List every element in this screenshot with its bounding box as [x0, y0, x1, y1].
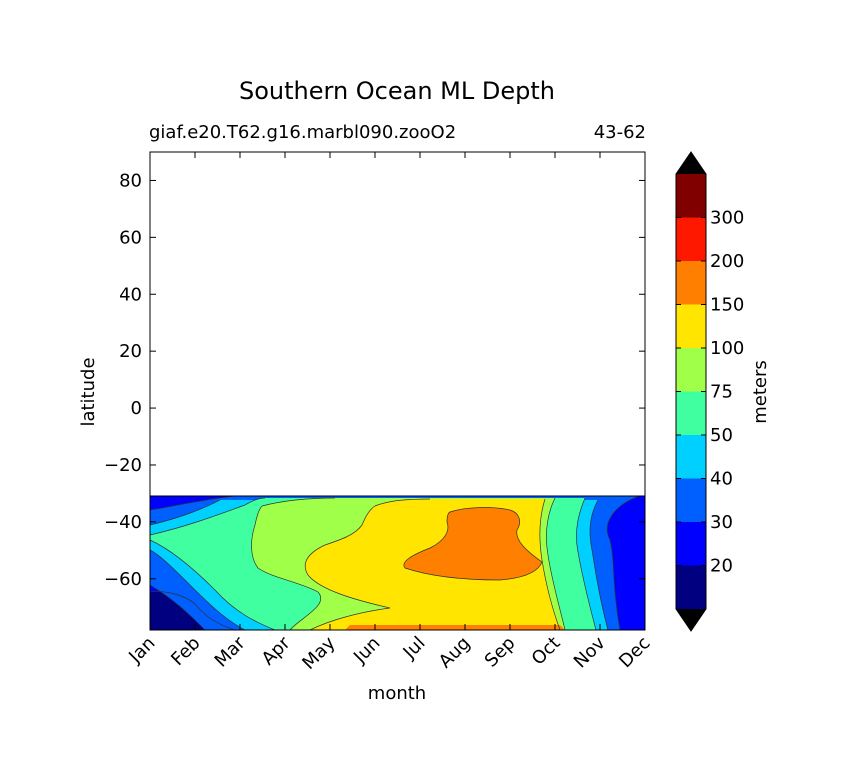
colorbar-label: meters — [750, 360, 771, 424]
colorbar-band — [676, 174, 706, 218]
x-tick-label: May — [298, 632, 339, 673]
contour-line-50 — [150, 497, 597, 630]
contour-line-100 — [304, 498, 561, 630]
x-tick-label: Jun — [349, 633, 384, 668]
colorbar-band — [676, 304, 706, 348]
x-tick-label: Dec — [615, 633, 654, 672]
y-axis: 80 60 40 20 0 −20 −40 −60 — [104, 170, 645, 590]
y-tick-label: 0 — [131, 398, 142, 419]
colorbar-band — [676, 565, 706, 609]
colorbar-tick-label: 300 — [710, 208, 744, 229]
contour-fills — [150, 495, 645, 630]
contour-line-150 — [403, 507, 543, 581]
contour-line-20 — [150, 591, 236, 630]
colorbar-tick-label: 30 — [710, 512, 733, 533]
colorbar-extend-low — [676, 609, 706, 631]
contour-line-75 — [251, 497, 566, 630]
colorbar-band — [676, 261, 706, 305]
plot-area — [149, 151, 646, 631]
colorbar-tick-label: 75 — [710, 382, 733, 403]
y-tick-label: −20 — [104, 455, 142, 476]
y-tick-label: −60 — [104, 569, 142, 590]
colorbar: 20 30 40 50 75 100 150 200 300 — [675, 151, 744, 632]
y-tick-label: 60 — [119, 227, 142, 248]
y-tick-label: 80 — [119, 170, 142, 191]
y-tick-label: 40 — [119, 284, 142, 305]
plot-frame — [149, 151, 646, 631]
y-tick-label: 20 — [119, 341, 142, 362]
contour-lines — [150, 495, 641, 630]
colorbar-outline — [675, 151, 707, 632]
contour-line-30 — [150, 495, 641, 630]
colorbar-band — [676, 435, 706, 479]
colorbar-tick-label: 200 — [710, 251, 744, 272]
y-axis-label: latitude — [78, 357, 99, 426]
colorbar-tick-label: 20 — [710, 556, 733, 577]
colorbar-tick-label: 150 — [710, 295, 744, 316]
x-tick-label: Apr — [258, 632, 295, 669]
colorbar-extend-high — [676, 152, 706, 174]
x-tick-label: Nov — [570, 632, 610, 672]
colorbar-tick-label: 100 — [710, 338, 744, 359]
colorbar-tick-label: 40 — [710, 469, 733, 490]
colorbar-band — [676, 522, 706, 566]
chart-title: Southern Ocean ML Depth — [239, 77, 555, 105]
x-tick-label: Oct — [528, 633, 565, 670]
y-tick-label: −40 — [104, 512, 142, 533]
colorbar-tick-label: 50 — [710, 425, 733, 446]
colorbar-band — [676, 478, 706, 522]
colorbar-band — [676, 217, 706, 261]
x-tick-label: Jan — [124, 633, 159, 668]
contour-line-40 — [150, 499, 609, 630]
x-tick-label: Mar — [211, 632, 250, 671]
contour-band-150-200 — [403, 507, 542, 580]
x-tick-label: Feb — [167, 633, 204, 670]
colorbar-band — [676, 391, 706, 435]
x-axis-label: month — [368, 683, 426, 704]
x-tick-label: Sep — [481, 633, 520, 672]
colorbar-band — [676, 348, 706, 392]
chart-subtitle-left: giaf.e20.T62.g16.marbl090.zooO2 — [149, 122, 456, 143]
x-tick-label: Aug — [435, 633, 475, 673]
chart-subtitle-right: 43-62 — [594, 122, 646, 143]
contour-band-deep-bottom — [345, 625, 565, 630]
x-tick-label: Jul — [399, 633, 430, 664]
